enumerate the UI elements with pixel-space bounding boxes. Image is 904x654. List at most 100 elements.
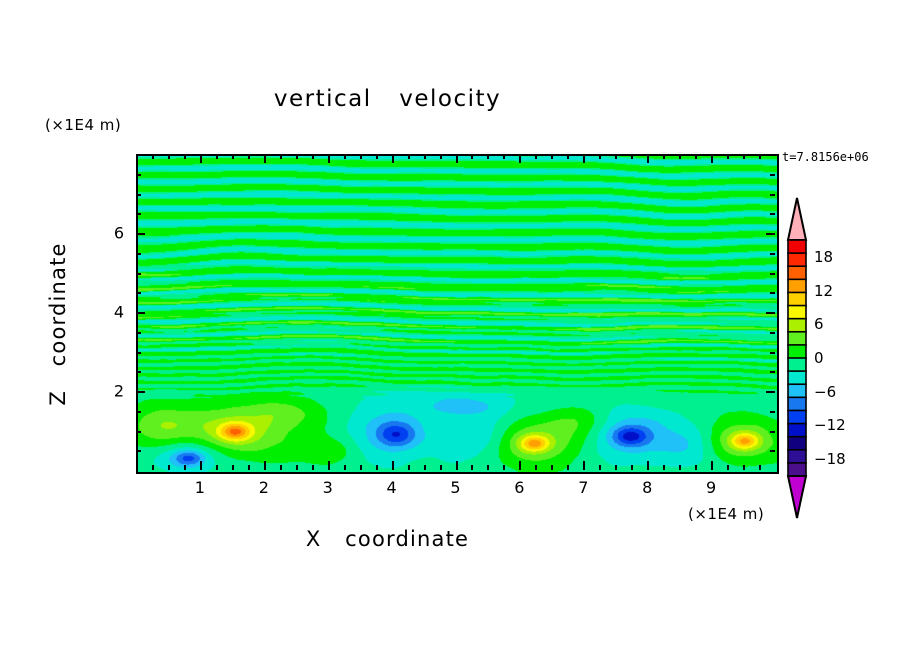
- colorbar-over-range-arrow: [786, 197, 808, 241]
- x-axis-tick-bottom: [503, 465, 506, 470]
- x-axis-tick-top: [295, 154, 298, 159]
- colorbar-tick-label: −6: [814, 382, 837, 401]
- x-axis-tick-bottom: [455, 461, 458, 470]
- colorbar-band: [787, 291, 807, 307]
- x-axis-tick-bottom: [535, 465, 538, 470]
- colorbar-under-range-arrow: [786, 475, 808, 519]
- x-axis-tick-top: [743, 154, 746, 159]
- x-axis-tick-bottom: [711, 461, 714, 470]
- y-axis-tick-left: [136, 233, 145, 235]
- x-axis-tick-bottom: [327, 461, 330, 470]
- x-axis-tick-top: [247, 154, 250, 159]
- y-axis-tick-label: 2: [113, 381, 124, 401]
- x-axis-tick-bottom: [759, 465, 762, 470]
- x-axis-tick-label: 6: [514, 478, 525, 497]
- x-axis-tick-bottom: [519, 461, 522, 470]
- y-axis-tick-left: [136, 252, 141, 255]
- x-axis-tick-bottom: [167, 465, 170, 470]
- x-axis-tick-bottom: [279, 465, 282, 470]
- x-axis-tick-top: [375, 154, 378, 159]
- x-axis-tick-top: [391, 154, 394, 163]
- x-axis-tick-bottom: [487, 465, 490, 470]
- x-axis-tick-top: [455, 154, 458, 163]
- x-axis-tick-label: 4: [386, 478, 397, 497]
- x-axis-tick-top: [679, 154, 682, 159]
- x-axis-tick-top: [711, 154, 714, 163]
- x-axis-tick-label: 8: [642, 478, 653, 497]
- x-axis-tick-bottom: [183, 465, 186, 470]
- colorbar-band: [787, 409, 807, 425]
- colorbar-band: [787, 239, 807, 255]
- x-axis-tick-top: [519, 154, 522, 163]
- x-axis-tick-bottom: [263, 461, 266, 470]
- colorbar-band: [787, 330, 807, 347]
- y-axis-tick-left: [136, 351, 141, 354]
- x-axis-tick-bottom: [375, 465, 378, 470]
- x-axis-tick-bottom: [343, 465, 346, 470]
- x-axis-tick-top: [311, 154, 314, 159]
- colorbar-band: [787, 317, 807, 334]
- colorbar-band: [787, 304, 807, 320]
- y-axis-tick-left: [136, 391, 145, 393]
- y-axis-tick-left: [136, 292, 141, 295]
- y-axis-tick-right: [770, 351, 775, 354]
- x-axis-tick-bottom: [471, 465, 474, 470]
- x-axis-tick-bottom: [407, 465, 410, 470]
- x-axis-tick-bottom: [615, 465, 618, 470]
- x-axis-tick-top: [231, 154, 234, 159]
- timestamp-annotation: t=7.8156e+06: [782, 150, 869, 164]
- x-axis-tick-top: [535, 154, 538, 159]
- y-axis-tick-left: [136, 193, 141, 196]
- x-axis-tick-top: [551, 154, 554, 159]
- x-axis-tick-top: [663, 154, 666, 159]
- colorbar-band: [787, 278, 807, 294]
- y-axis-tick-right: [770, 410, 775, 413]
- colorbar-band: [787, 435, 807, 452]
- colorbar-tick-label: −12: [814, 416, 846, 435]
- x-axis-tick-top: [423, 154, 426, 159]
- x-axis-tick-bottom: [199, 461, 202, 470]
- x-axis-tick-label: 3: [322, 478, 333, 497]
- x-axis-tick-top: [599, 154, 602, 159]
- y-axis-tick-right: [766, 391, 775, 393]
- x-axis-tick-bottom: [551, 465, 554, 470]
- x-axis-tick-top: [615, 154, 618, 159]
- x-axis-tick-top: [695, 154, 698, 159]
- x-axis-tick-top: [567, 154, 570, 159]
- x-axis-tick-bottom: [679, 465, 682, 470]
- y-axis-tick-right: [770, 252, 775, 255]
- x-axis-tick-top: [471, 154, 474, 159]
- colorbar-band: [787, 422, 807, 438]
- y-axis-tick-right: [770, 292, 775, 295]
- x-axis-tick-top: [727, 154, 730, 159]
- x-axis-title: X coordinate: [305, 527, 470, 551]
- y-axis-tick-left: [136, 331, 141, 334]
- colorbar-band: [787, 448, 807, 465]
- y-axis-tick-right: [770, 450, 775, 453]
- x-axis-tick-bottom: [599, 465, 602, 470]
- x-axis-tick-bottom: [359, 465, 362, 470]
- colorbar-tick-label: 6: [814, 315, 824, 334]
- x-axis-tick-label: 9: [706, 478, 717, 497]
- y-axis-tick-label: 4: [113, 302, 124, 322]
- x-axis-tick-bottom: [695, 465, 698, 470]
- colorbar-tick-label: 0: [814, 349, 824, 367]
- x-axis-tick-bottom: [647, 461, 650, 470]
- y-axis-tick-right: [770, 193, 775, 196]
- x-axis-tick-top: [167, 154, 170, 159]
- x-axis-tick-top: [503, 154, 506, 159]
- x-axis-tick-bottom: [743, 465, 746, 470]
- y-axis-tick-right: [770, 213, 775, 216]
- x-axis-tick-bottom: [295, 465, 298, 470]
- x-axis-tick-bottom: [311, 465, 314, 470]
- x-axis-tick-top: [279, 154, 282, 159]
- x-axis-tick-bottom: [727, 465, 730, 470]
- x-axis-tick-label: 2: [258, 478, 269, 497]
- colorbar-band: [787, 344, 807, 360]
- colorbar-band: [787, 396, 807, 412]
- colorbar-svg: [786, 197, 808, 519]
- y-axis-tick-left: [136, 173, 141, 176]
- y-axis-tick-right: [766, 312, 775, 314]
- y-axis-tick-left: [136, 371, 141, 374]
- colorbar-tick-label: −18: [814, 450, 846, 469]
